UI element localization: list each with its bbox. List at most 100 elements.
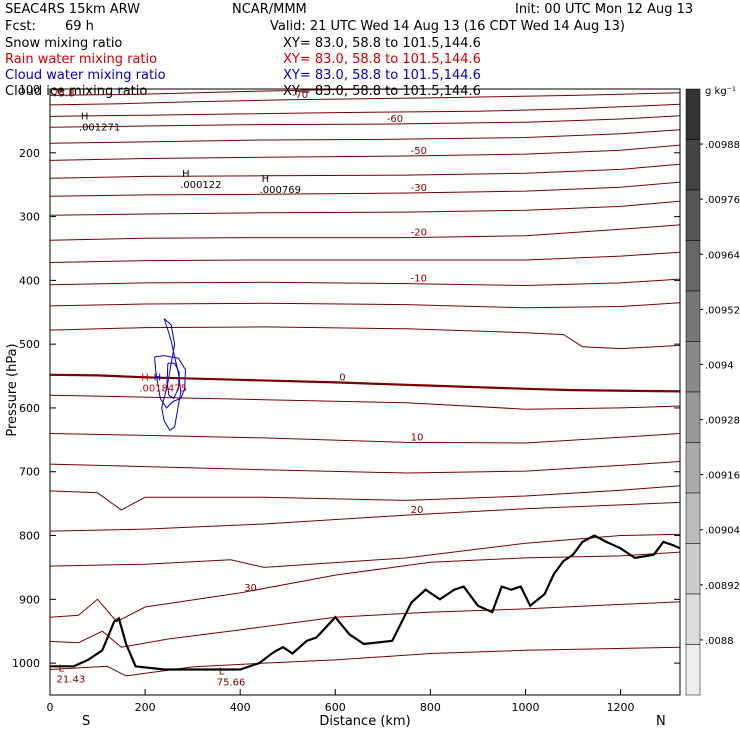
plot-area: -75.04-70-60-50-30-20-100102030H.001271H… — [12, 80, 681, 714]
colorbar-unit: g kg⁻¹ — [705, 86, 736, 97]
x-tick-label: 600 — [325, 701, 346, 714]
contour-value-label: 75.8 — [52, 89, 74, 100]
isotherm-line — [50, 501, 680, 532]
extremum-value: 75.66 — [217, 678, 246, 689]
x-tick-label: 800 — [420, 701, 441, 714]
y-tick-label: 400 — [19, 274, 40, 287]
y-tick-label: 1000 — [12, 657, 40, 670]
isotherm-line — [50, 461, 680, 474]
isotherm-line — [50, 394, 680, 410]
isotherm-line — [50, 103, 680, 117]
isotherm-line — [50, 89, 526, 96]
colorbar-label: .00988 — [705, 140, 740, 151]
plot-content: -75.04-70-60-50-30-20-100102030H.001271H… — [50, 80, 680, 689]
isotherm-label: -75.04 — [339, 80, 371, 91]
y-axis-title: Pressure (hPa) — [5, 343, 20, 436]
cloud-water-contour — [161, 318, 182, 432]
colorbar: g kg⁻¹ .00988 .00976 .00964 .00952 .0094 .0092… — [685, 86, 740, 696]
colorbar-label: .0088 — [705, 636, 734, 647]
colorbar-swatch — [685, 492, 701, 544]
y-tick-label: 100 — [19, 83, 40, 96]
fcst-value: 69 h — [65, 19, 94, 34]
field-label: Cloud ice mixing ratio — [5, 84, 147, 99]
isotherm-label: -20 — [411, 228, 427, 239]
colorbar-swatch — [685, 391, 701, 443]
extremum-letter: H — [141, 373, 149, 384]
field-label: Snow mixing ratio — [5, 36, 122, 51]
colorbar-label: .00916 — [705, 471, 740, 482]
isotherm-label: -30 — [411, 183, 427, 194]
field-label: Rain water mixing ratio — [5, 52, 157, 67]
isotherm-line — [50, 251, 680, 263]
extremum-letter: H — [262, 174, 270, 185]
colorbar-swatch — [685, 290, 701, 342]
isotherm-line — [50, 485, 680, 511]
colorbar-swatch — [685, 543, 701, 595]
extremum-value: .0018475 — [139, 384, 187, 395]
isotherm-line — [50, 181, 680, 197]
field-label: Cloud water mixing ratio — [5, 68, 166, 83]
extremum-value: .001271 — [79, 123, 120, 134]
isotherm-line — [50, 92, 680, 106]
isotherm-line — [50, 551, 680, 623]
south-label: S — [82, 714, 90, 729]
extremum-value: 21.43 — [57, 674, 86, 685]
extremum-letter: H — [182, 169, 190, 180]
field-coords: XY= 83.0, 58.8 to 101.5,144.6 — [283, 68, 481, 83]
north-label: N — [656, 714, 666, 729]
fcst-label: Fcst: — [5, 19, 36, 34]
colorbar-swatch — [685, 189, 701, 241]
isotherm-line — [50, 433, 680, 444]
x-tick-label: 1000 — [511, 701, 539, 714]
terrain-line — [50, 534, 680, 671]
field-coords: XY= 83.0, 58.8 to 101.5,144.6 — [283, 52, 481, 67]
y-tick-label: 600 — [19, 402, 40, 415]
x-tick-label: 400 — [230, 701, 251, 714]
y-tick-label: 700 — [19, 466, 40, 479]
field-coords: XY= 83.0, 58.8 to 101.5,144.6 — [283, 84, 481, 99]
isotherm-label: -60 — [387, 114, 403, 125]
isotherm-label: 10 — [411, 432, 424, 443]
isotherm-line — [50, 601, 680, 648]
isotherm-line — [50, 163, 680, 179]
isotherm-label: -10 — [411, 274, 427, 285]
colorbar-swatch — [685, 139, 701, 191]
colorbar-label: .00928 — [705, 416, 740, 427]
isotherm-line — [50, 144, 680, 161]
isotherm-line — [50, 200, 680, 216]
y-tick-label: 300 — [19, 211, 40, 224]
isotherm-label: -50 — [411, 146, 427, 157]
y-tick-label: 500 — [19, 338, 40, 351]
isotherm-label: 0 — [339, 372, 345, 383]
colorbar-swatch — [685, 644, 701, 696]
field-coords: XY= 83.0, 58.8 to 101.5,144.6 — [283, 36, 481, 51]
extremum-letter: L — [219, 667, 225, 678]
extremum-value: .000122 — [180, 180, 221, 191]
cloud-water-contour — [154, 355, 187, 409]
extremum-value: .000769 — [260, 185, 301, 196]
colorbar-swatch — [685, 341, 701, 393]
colorbar-label: .0094 — [705, 360, 734, 371]
isotherm-label: 20 — [411, 505, 424, 516]
cloud-water-contour — [166, 362, 180, 400]
field-legend: Snow mixing ratio XY= 83.0, 58.8 to 101.5… — [5, 36, 481, 99]
isotherm-line — [50, 533, 680, 568]
isotherm-line — [50, 646, 680, 677]
x-axis-title: Distance (km) — [319, 714, 410, 729]
colorbar-label: .00976 — [705, 195, 740, 206]
isotherm-line — [50, 224, 680, 241]
colorbar-label: .00952 — [705, 305, 740, 316]
extremum-letter: H — [81, 112, 89, 123]
isotherm-line — [50, 302, 680, 309]
isotherm-line — [50, 115, 680, 128]
isotherm-line — [50, 373, 680, 393]
colorbar-label: .00892 — [705, 581, 740, 592]
colorbar-swatch — [685, 593, 701, 645]
model-label: SEAC4RS 15km ARW — [5, 2, 140, 17]
org-label: NCAR/MMM — [232, 2, 307, 17]
x-tick-label: 200 — [135, 701, 156, 714]
isotherm-line — [50, 326, 680, 350]
isotherm-label: -70 — [292, 90, 308, 101]
colorbar-label: .00904 — [705, 526, 740, 537]
